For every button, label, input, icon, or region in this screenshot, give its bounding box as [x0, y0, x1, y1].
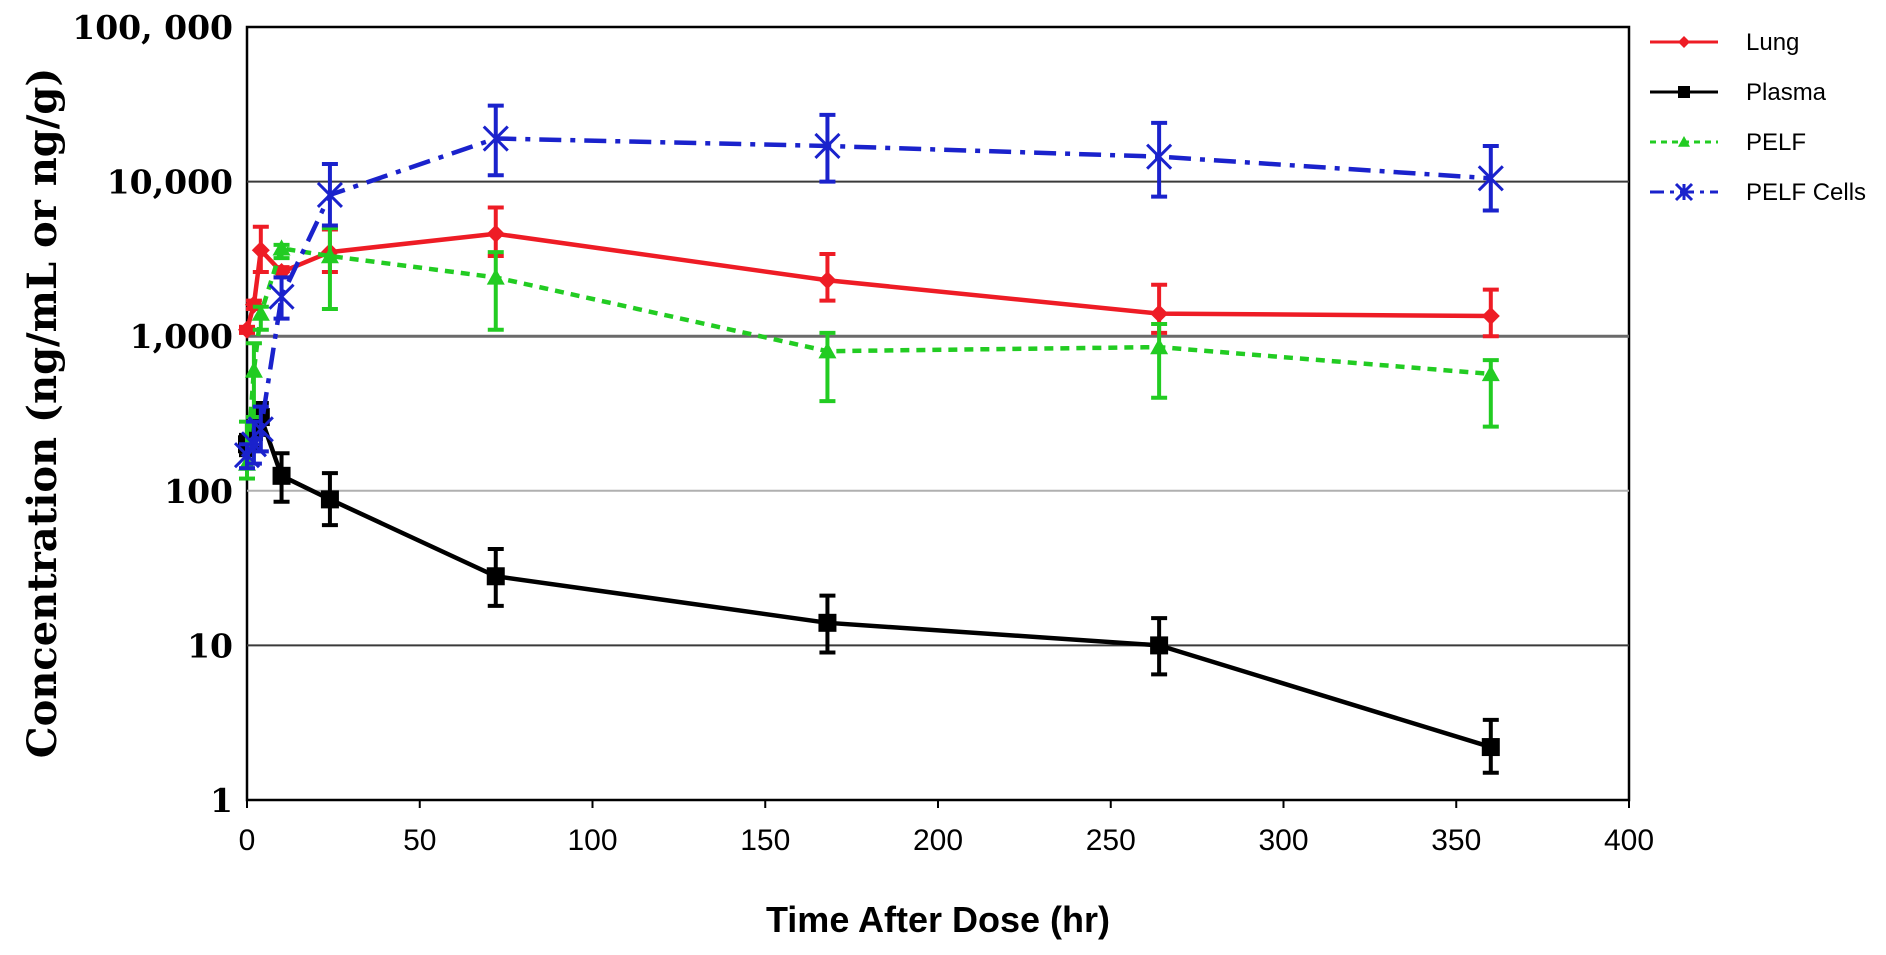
legend-swatch-marker [1678, 36, 1690, 48]
x-tick-label: 0 [239, 824, 256, 857]
series-group [233, 103, 1504, 775]
x-tick-label: 50 [403, 824, 436, 857]
data-point [482, 125, 509, 152]
data-point [244, 361, 263, 378]
data-point [272, 239, 291, 256]
series-line [244, 246, 1491, 464]
data-point [1481, 307, 1500, 326]
data-point [1481, 738, 1500, 757]
x-tick-label: 150 [740, 824, 790, 857]
y-tick-label: 10,000 [107, 163, 233, 202]
series-pelf [238, 226, 1500, 481]
data-point [247, 416, 274, 443]
x-tick-label: 100 [567, 824, 617, 857]
data-point [1150, 338, 1169, 355]
data-point [316, 181, 343, 208]
gridlines [247, 180, 1629, 647]
x-axis-ticks: 0 50 100 150 200 250 300 350 400 [239, 800, 1654, 857]
data-point [486, 224, 505, 243]
legend-swatch-marker [1678, 86, 1690, 98]
x-tick-label: 200 [913, 824, 963, 857]
data-point [818, 271, 837, 290]
data-point [814, 132, 841, 160]
data-point [251, 241, 270, 260]
y-tick-label: 1,000 [130, 317, 233, 356]
y-tick-label: 10 [187, 626, 233, 665]
data-point [486, 268, 505, 285]
y-tick-label: 100 [164, 472, 233, 511]
y-tick-label: 100, 000 [72, 8, 233, 47]
legend-label: Plasma [1746, 79, 1827, 106]
legend-swatch-marker [1678, 136, 1690, 147]
y-tick-label: 1 [210, 781, 233, 820]
legend-item: Lung [1650, 29, 1799, 56]
data-point [238, 320, 256, 339]
legend-label: Lung [1746, 29, 1799, 56]
data-point [1481, 364, 1500, 382]
legend-item: PELF Cells [1650, 179, 1866, 206]
x-axis-label: Time After Dose (hr) [766, 899, 1110, 940]
data-point [320, 247, 339, 264]
markers [233, 125, 1504, 469]
data-point [272, 466, 291, 485]
legend: Lung Plasma PELF PELF Cells [1650, 29, 1866, 206]
data-point [818, 342, 837, 359]
plot-area [245, 25, 1631, 802]
data-point [1150, 636, 1169, 655]
y-axis-label: Concentration (ng/mL or ng/g) [19, 68, 66, 759]
data-point [818, 613, 837, 632]
data-point [251, 304, 270, 321]
data-point [486, 567, 505, 586]
legend-label: PELF [1746, 129, 1806, 156]
data-point [1477, 165, 1504, 192]
data-point [1150, 304, 1169, 323]
data-point [1146, 143, 1173, 170]
data-point [320, 490, 339, 509]
x-tick-label: 250 [1086, 824, 1136, 857]
legend-item: PELF [1650, 129, 1806, 156]
x-tick-label: 400 [1604, 824, 1654, 857]
y-axis-ticks: 1 10 100 1,000 10,000 100, 000 [72, 8, 233, 820]
x-tick-label: 300 [1258, 824, 1308, 857]
x-tick-label: 350 [1431, 824, 1481, 857]
legend-item: Plasma [1650, 79, 1827, 106]
series-pelf-cells [233, 103, 1504, 471]
legend-label: PELF Cells [1746, 179, 1866, 206]
legend-swatch-marker [1674, 182, 1694, 202]
data-point [268, 283, 295, 310]
